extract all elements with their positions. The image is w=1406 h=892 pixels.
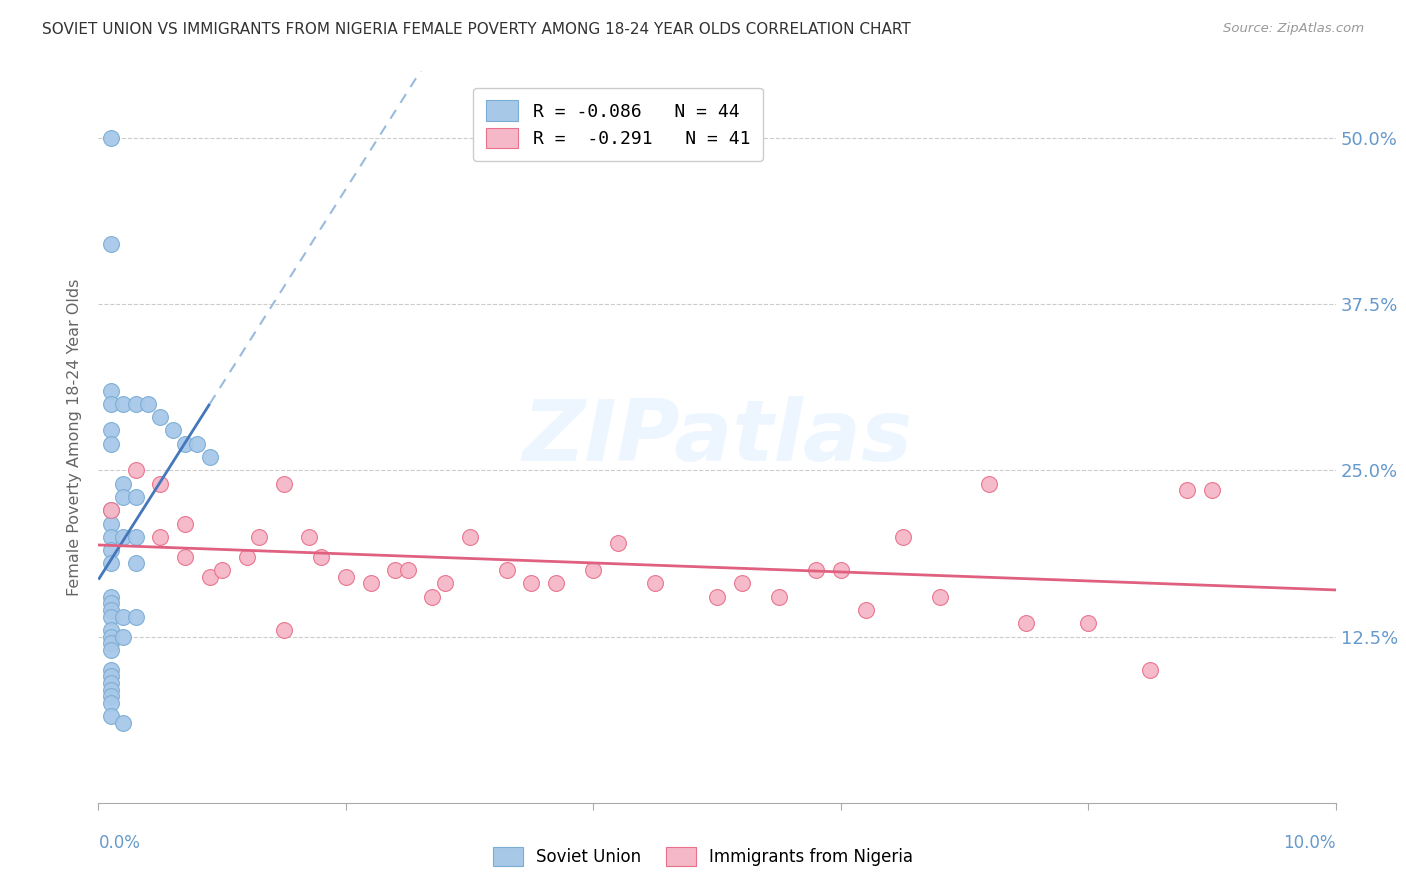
Point (100, 237, 122, 252)
Point (309, 549, 332, 564)
Point (100, 557, 122, 571)
Point (174, 436, 197, 450)
Point (1175, 483, 1198, 498)
Point (236, 549, 259, 564)
Point (830, 563, 852, 577)
Point (247, 530, 270, 544)
Point (100, 690, 122, 704)
Point (731, 576, 754, 591)
Point (112, 476, 135, 491)
Point (768, 590, 790, 604)
Y-axis label: Female Poverty Among 18-24 Year Olds: Female Poverty Among 18-24 Year Olds (67, 278, 83, 596)
Point (100, 669, 122, 683)
Point (1015, 616, 1038, 631)
Point (124, 463, 146, 477)
Point (495, 563, 517, 577)
Point (1077, 616, 1099, 631)
Point (891, 530, 914, 544)
Point (112, 716, 135, 731)
Point (112, 630, 135, 644)
Point (396, 563, 419, 577)
Point (174, 549, 197, 564)
Point (100, 676, 122, 690)
Text: 0.0%: 0.0% (98, 834, 141, 852)
Point (706, 590, 728, 604)
Point (804, 563, 827, 577)
Point (100, 603, 122, 617)
Point (211, 563, 233, 577)
Point (360, 576, 382, 591)
Point (149, 476, 172, 491)
Legend: R = -0.086   N = 44, R =  -0.291   N = 41: R = -0.086 N = 44, R = -0.291 N = 41 (474, 87, 763, 161)
Point (124, 397, 146, 411)
Point (100, 516, 122, 531)
Point (112, 530, 135, 544)
Point (273, 623, 295, 637)
Point (100, 643, 122, 657)
Point (100, 596, 122, 610)
Point (335, 570, 357, 584)
Text: 10.0%: 10.0% (1284, 834, 1336, 852)
Point (112, 490, 135, 504)
Point (100, 436, 122, 450)
Point (422, 590, 444, 604)
Point (149, 410, 172, 425)
Text: SOVIET UNION VS IMMIGRANTS FROM NIGERIA FEMALE POVERTY AMONG 18-24 YEAR OLDS COR: SOVIET UNION VS IMMIGRANTS FROM NIGERIA … (42, 22, 911, 37)
Point (100, 397, 122, 411)
Point (174, 516, 197, 531)
Point (149, 530, 172, 544)
Point (112, 397, 135, 411)
Point (100, 696, 122, 710)
Point (273, 476, 295, 491)
Point (458, 530, 481, 544)
Point (100, 384, 122, 398)
Point (100, 590, 122, 604)
Point (100, 424, 122, 438)
Point (124, 609, 146, 624)
Point (100, 623, 122, 637)
Point (186, 436, 208, 450)
Point (644, 576, 666, 591)
Point (124, 530, 146, 544)
Point (928, 590, 950, 604)
Point (100, 503, 122, 517)
Text: ZIPatlas: ZIPatlas (522, 395, 912, 479)
Point (100, 131, 122, 145)
Point (124, 557, 146, 571)
Point (1139, 663, 1161, 677)
Point (546, 576, 568, 591)
Point (100, 503, 122, 517)
Point (100, 636, 122, 650)
Point (162, 424, 184, 438)
Point (100, 630, 122, 644)
Point (979, 476, 1001, 491)
Point (855, 603, 877, 617)
Point (582, 563, 605, 577)
Legend: Soviet Union, Immigrants from Nigeria: Soviet Union, Immigrants from Nigeria (484, 838, 922, 875)
Point (607, 536, 630, 550)
Point (520, 576, 543, 591)
Point (198, 450, 221, 464)
Point (433, 576, 456, 591)
Point (100, 609, 122, 624)
Point (100, 709, 122, 723)
Point (112, 609, 135, 624)
Text: Source: ZipAtlas.com: Source: ZipAtlas.com (1223, 22, 1364, 36)
Point (136, 397, 159, 411)
Point (100, 530, 122, 544)
Point (100, 543, 122, 558)
Point (1201, 483, 1223, 498)
Point (298, 530, 321, 544)
Point (100, 663, 122, 677)
Point (124, 490, 146, 504)
Point (100, 682, 122, 697)
Point (198, 570, 221, 584)
Point (384, 563, 406, 577)
